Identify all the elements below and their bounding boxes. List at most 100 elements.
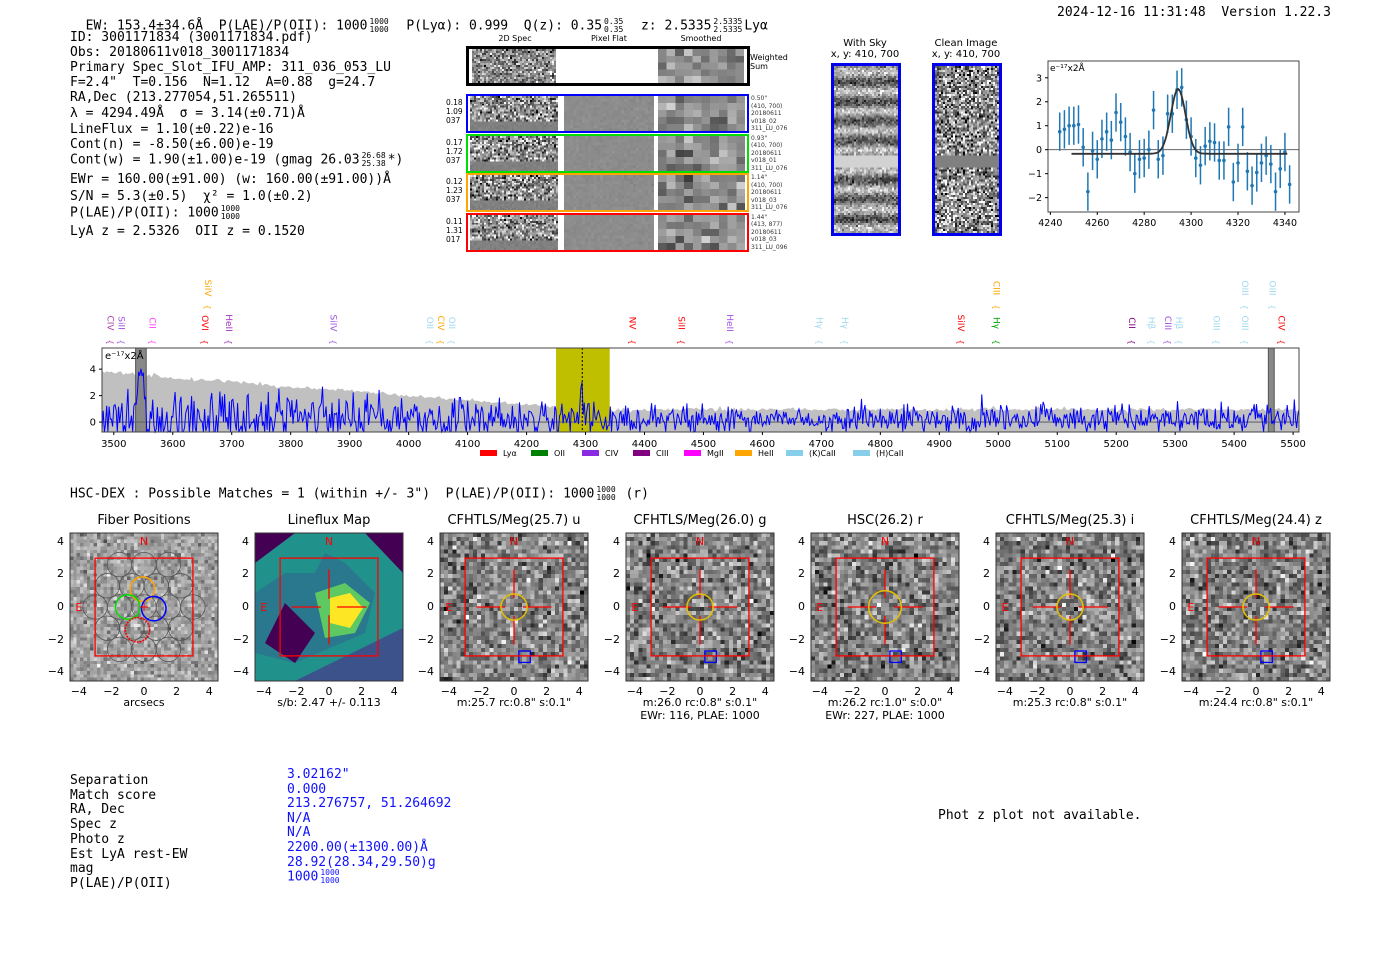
y-tick-label: 2 [90, 391, 96, 402]
emission-line-bracket: { [1276, 339, 1285, 344]
x-tick-label: 4300 [1179, 218, 1203, 229]
fiber-circle [106, 551, 133, 578]
x-tick-label: 0 [140, 685, 148, 698]
y-tick-label: 1 [1036, 121, 1042, 132]
match-value: 0.000 [287, 781, 327, 797]
hsc-dex-summary: HSC-DEX : Possible Matches = 1 (within +… [70, 485, 649, 502]
data-point [1062, 127, 1067, 132]
data-point [1123, 134, 1128, 139]
x-tick-label: 5500 [1280, 439, 1305, 450]
data-point [1273, 189, 1278, 194]
x-tick-label: 0 [510, 685, 518, 698]
y-tick-label: 2 [613, 567, 620, 581]
y-tick-label: −2 [47, 632, 64, 646]
version: Version 1.22.3 [1221, 5, 1331, 20]
data-point [1090, 149, 1095, 153]
fiber-region-box [650, 557, 750, 657]
data-point [1287, 182, 1292, 187]
x-tick-label: 3700 [219, 439, 244, 450]
row-2dspec [470, 96, 558, 131]
x-tick-label: −4 [811, 685, 828, 698]
y-tick-label: 0 [90, 418, 96, 429]
row-fiber-info: 0.50" (410, 700) 20180611 v018_02 311_LU… [751, 95, 788, 132]
x-tick-label: 4 [1317, 685, 1325, 698]
fiber-region-box [279, 557, 379, 657]
selected-fiber-circle [124, 616, 151, 643]
emission-line-label: OIII [1210, 315, 1220, 330]
data-point [1151, 108, 1156, 112]
column-header: 2D Spec [498, 34, 532, 43]
row-smoothed [658, 214, 745, 250]
cutout-title: Lineflux Map [287, 513, 371, 528]
x-tick-label: −4 [440, 685, 457, 698]
x-tick-label: 5000 [986, 439, 1011, 450]
data-point [1086, 189, 1090, 194]
compass-north: N [140, 535, 148, 548]
fiber-image [935, 66, 999, 233]
x-tick-label: 4 [1131, 685, 1139, 698]
cutout-frame [69, 532, 219, 682]
catalog-match-marker [518, 650, 531, 664]
match-plae-range: 1000 1000 [320, 868, 340, 886]
data-point [1118, 120, 1123, 124]
cutout-overlay: NE [625, 532, 775, 682]
emission-line-bracket: { [200, 339, 209, 344]
emission-line-bracket: { [1240, 339, 1249, 344]
x-tick-label: −2 [659, 685, 676, 698]
emission-line-bracket: { [628, 339, 637, 344]
emission-line-label: HeII [724, 314, 734, 332]
y-tick-label: 4 [798, 534, 805, 548]
legend-label: OII [554, 449, 565, 458]
selected-fiber-circle [129, 576, 156, 603]
x-tick-label: 4500 [691, 439, 716, 450]
emission-line-label: NV [627, 317, 637, 331]
catalog-match-marker [1074, 650, 1087, 664]
weighted-sum-2dspec [472, 49, 556, 83]
x-tick-label: −4 [255, 685, 272, 698]
x-tick-label: 5200 [1103, 439, 1128, 450]
legend-swatch [684, 450, 701, 456]
detection-band [556, 348, 610, 432]
emission-line-bracket: { [224, 339, 233, 344]
data-point [1109, 138, 1114, 142]
data-point [1104, 129, 1109, 134]
y-tick-label: −4 [47, 665, 64, 679]
cutout-overlay: NE [69, 532, 219, 682]
catalog-match-marker [889, 650, 902, 664]
info-plae: P(LAE)/P(OII): 1000 1000 1000 [70, 204, 240, 221]
y-tick-label: 2 [1036, 97, 1042, 108]
x-tick-label: −4 [70, 685, 87, 698]
emission-line-label: CIII [1162, 316, 1172, 330]
data-point [1222, 158, 1226, 163]
line-fit-plot: 4240 4260 4280 4300 4320 4340 −2 −1 0 1 2 3 e⁻¹⁷x2Å [1028, 60, 1300, 229]
emission-line-bracket: { [815, 339, 824, 344]
data-point [1226, 125, 1231, 129]
data-point [1245, 169, 1250, 174]
fiber-image-coords: x, y: 410, 700 [931, 49, 1001, 60]
match-label: Photo z [70, 831, 125, 847]
emission-line-bracket: { [956, 339, 965, 344]
data-point [1067, 123, 1071, 128]
emission-line-label: Hγ [991, 317, 1001, 330]
data-point [1142, 156, 1146, 160]
y-tick-label: 4 [1169, 534, 1176, 548]
cutout-frame [1181, 532, 1331, 682]
legend-swatch [633, 450, 650, 456]
emission-line-bracket: { [992, 304, 1001, 309]
legend-swatch [853, 450, 870, 456]
data-point [1217, 158, 1222, 163]
row-stats: 0.17 1.72 037 [446, 137, 463, 165]
emission-line-label: Hβ [1173, 317, 1183, 330]
row-stats: 0.18 1.09 037 [446, 98, 463, 125]
unit-label: e⁻¹⁷x2Å [105, 349, 144, 362]
y-tick-label: 4 [983, 534, 990, 548]
x-tick-label: 4 [761, 685, 769, 698]
match-value: 28.92(28.34,29.50)g [287, 854, 436, 870]
data-point [1278, 167, 1283, 171]
info-cont-w: Cont(w) = 1.90(±1.00)e-19 (gmag 26.03 26.… [70, 151, 404, 168]
column-header: Smoothed [680, 34, 722, 43]
header-timestamp-version: 2024-12-16 11:31:48 Version 1.22.3 [1057, 5, 1331, 20]
x-tick-label: −2 [844, 685, 861, 698]
data-point [1208, 139, 1212, 144]
match-label: RA, Dec [70, 802, 125, 818]
